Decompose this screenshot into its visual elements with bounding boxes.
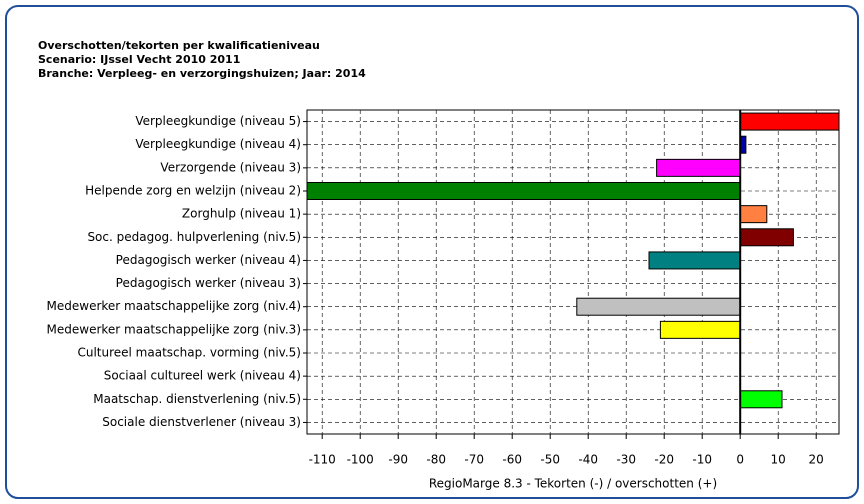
bar xyxy=(739,205,768,224)
y-tick-label: Soc. pedagog. hulpverlening (niv.5) xyxy=(87,230,301,244)
bar xyxy=(739,228,794,247)
bar xyxy=(739,390,783,409)
x-tick-label: -40 xyxy=(578,453,598,467)
y-tick-label: Medewerker maatschappelijke zorg (niv.4) xyxy=(47,299,301,313)
y-tick-label: Sociaal cultureel werk (niveau 4) xyxy=(104,369,301,383)
y-tick-label: Verzorgende (niveau 3) xyxy=(160,160,301,174)
x-tick-label: -10 xyxy=(692,453,712,467)
x-tick-label: 0 xyxy=(736,453,744,467)
y-tick-label: Cultureel maatschap. vorming (niv.5) xyxy=(77,346,301,360)
x-tick-label: -50 xyxy=(540,453,560,467)
x-tick-label: -110 xyxy=(309,453,336,467)
plot-area xyxy=(306,109,840,435)
chart-title: Branche: Verpleeg- en verzorgingshuizen;… xyxy=(38,67,366,80)
x-tick-label: -90 xyxy=(388,453,408,467)
y-tick-label: Verpleegkundige (niveau 5) xyxy=(135,114,301,128)
y-tick-label: Helpende zorg en welzijn (niveau 2) xyxy=(85,184,301,198)
x-tick-label: -70 xyxy=(464,453,484,467)
y-tick-label: Sociale dienstverlener (niveau 3) xyxy=(102,415,301,429)
y-tick-label: Medewerker maatschappelijke zorg (niv.3) xyxy=(47,322,301,336)
y-tick-label: Maatschap. dienstverlening (niv.5) xyxy=(93,392,301,406)
bar xyxy=(648,251,741,270)
y-tick-label: Pedagogisch werker (niveau 3) xyxy=(116,276,301,290)
bar xyxy=(659,320,741,339)
bar xyxy=(306,182,741,200)
x-tick-label: -20 xyxy=(654,453,674,467)
chart-title: Scenario: IJssel Vecht 2010 2011 xyxy=(38,53,240,66)
y-tick-label: Zorghulp (niveau 1) xyxy=(182,207,301,221)
bar xyxy=(656,158,741,177)
x-tick-label: -100 xyxy=(347,453,374,467)
bar xyxy=(576,297,741,316)
chart-title: Overschotten/tekorten per kwalificatieni… xyxy=(38,39,320,52)
bar xyxy=(739,112,840,131)
x-tick-label: 20 xyxy=(809,453,824,467)
x-tick-label: 10 xyxy=(771,453,786,467)
x-axis-label: RegioMarge 8.3 - Tekorten (-) / overscho… xyxy=(429,477,717,491)
y-tick-label: Verpleegkundige (niveau 4) xyxy=(135,137,301,151)
x-tick-label: -60 xyxy=(502,453,522,467)
x-tick-label: -30 xyxy=(616,453,636,467)
y-tick-label: Pedagogisch werker (niveau 4) xyxy=(116,253,301,267)
x-tick-label: -80 xyxy=(426,453,446,467)
